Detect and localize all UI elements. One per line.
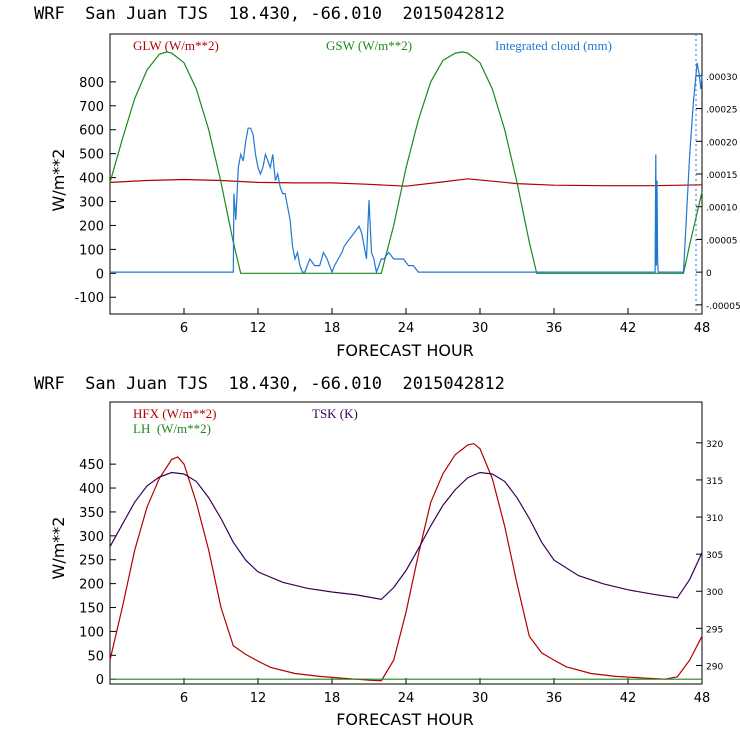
bottom-x-axis-label: FORECAST HOUR — [336, 710, 474, 729]
top-x-tick-label: 42 — [620, 321, 637, 336]
bottom-plot-frame — [109, 401, 703, 685]
top-y-tick-label: -100 — [74, 291, 104, 306]
bottom-y-tick-label: 300 — [79, 530, 104, 545]
bottom-right-tick-label: 300 — [706, 588, 723, 598]
top-series-lines — [109, 51, 703, 275]
bottom-right-tick-label: 315 — [706, 477, 723, 487]
bottom-y-tick-label: 50 — [87, 649, 104, 664]
bottom-series-hfx — [109, 442, 703, 682]
top-right-tick-label: .00025 — [706, 106, 738, 116]
top-legend-gsw: GSW (W/m**2) — [326, 38, 412, 53]
top-x-tick-label: 30 — [472, 321, 489, 336]
top-chart: WRF San Juan TJS 18.430, -66.010 2015042… — [34, 4, 740, 360]
top-x-tick-label: 18 — [324, 321, 341, 336]
bottom-x-tick-label: 42 — [620, 691, 637, 706]
bottom-series-lines — [109, 442, 703, 682]
bottom-y-tick-label: 150 — [79, 602, 104, 617]
top-chart-title: WRF San Juan TJS 18.430, -66.010 2015042… — [34, 4, 505, 24]
bottom-legend-hfx: HFX (W/m**2) — [133, 406, 216, 421]
bottom-y-tick-label: 350 — [79, 506, 104, 521]
top-y-tick-label: 200 — [79, 219, 104, 234]
top-right-tick-label: .00005 — [706, 236, 738, 246]
top-x-tick-label: 48 — [694, 321, 711, 336]
top-y-tick-labels: -100 0 100 200 300 400 500 600 700 800 — [74, 76, 116, 306]
bottom-legend-tsk: TSK (K) — [312, 406, 358, 421]
bottom-chart-title: WRF San Juan TJS 18.430, -66.010 2015042… — [34, 374, 505, 394]
top-y-axis-label: W/m**2 — [49, 149, 68, 212]
bottom-x-tick-label: 48 — [694, 691, 711, 706]
bottom-x-tick-label: 36 — [546, 691, 563, 706]
bottom-y-tick-label: 250 — [79, 554, 104, 569]
bottom-y-tick-label: 450 — [79, 458, 104, 473]
top-legend-glw: GLW (W/m**2) — [133, 38, 219, 53]
top-legend-cloud: Integrated cloud (mm) — [495, 38, 612, 53]
top-right-tick-label: .00030 — [706, 73, 738, 83]
bottom-x-tick-label: 18 — [324, 691, 341, 706]
top-series-integrated — [110, 62, 703, 275]
bottom-x-tick-labels: 6 12 18 24 30 36 42 48 — [180, 678, 710, 706]
bottom-series-tsk — [109, 471, 703, 601]
top-x-axis-label: FORECAST HOUR — [336, 341, 474, 360]
bottom-right-tick-label: 320 — [706, 440, 723, 450]
top-y-tick-label: 100 — [79, 243, 104, 258]
bottom-x-tick-label: 6 — [180, 691, 188, 706]
bottom-x-tick-label: 12 — [250, 691, 267, 706]
top-series-gsw — [109, 51, 703, 274]
top-series-glw — [109, 178, 703, 187]
bottom-y-tick-label: 400 — [79, 482, 104, 497]
top-right-tick-label: -.00005 — [706, 302, 740, 312]
top-y-tick-label: 400 — [79, 172, 104, 187]
bottom-right-tick-label: 310 — [706, 514, 723, 524]
bottom-right-tick-label: 290 — [706, 662, 723, 672]
top-x-tick-labels: 6 12 18 24 30 36 42 48 — [180, 308, 710, 336]
bottom-y-tick-label: 0 — [96, 673, 104, 688]
bottom-right-tick-label: 305 — [706, 551, 723, 561]
top-right-tick-label: .00015 — [706, 171, 738, 181]
top-y-tick-label: 300 — [79, 196, 104, 211]
top-right-tick-label: .00020 — [706, 138, 738, 148]
top-y-tick-label: 500 — [79, 148, 104, 163]
top-x-tick-label: 6 — [180, 321, 188, 336]
bottom-y-tick-label: 100 — [79, 625, 104, 640]
bottom-legend-lh: LH (W/m**2) — [133, 421, 211, 436]
top-right-tick-label: .00010 — [706, 204, 738, 214]
bottom-x-tick-label: 24 — [398, 691, 415, 706]
bottom-y-axis-label: W/m**2 — [49, 517, 68, 580]
top-y-tick-label: 600 — [79, 124, 104, 139]
top-y-tick-label: 800 — [79, 76, 104, 91]
bottom-x-tick-label: 30 — [472, 691, 489, 706]
top-right-tick-label: 0 — [706, 269, 712, 279]
bottom-chart: WRF San Juan TJS 18.430, -66.010 2015042… — [34, 374, 723, 729]
top-right-tick-labels: .00030 .00025 .00020 .00015 .00010 .00005 0 -.0… — [696, 73, 740, 312]
top-y-tick-label: 0 — [96, 267, 104, 282]
top-y-tick-label: 700 — [79, 100, 104, 115]
bottom-right-tick-label: 295 — [706, 625, 723, 635]
bottom-y-tick-label: 200 — [79, 578, 104, 593]
top-x-tick-label: 24 — [398, 321, 415, 336]
bottom-y-tick-labels: 0 50 100 150 200 250 300 350 400 450 — [79, 458, 116, 688]
top-x-tick-label: 12 — [250, 321, 267, 336]
top-x-tick-label: 36 — [546, 321, 563, 336]
